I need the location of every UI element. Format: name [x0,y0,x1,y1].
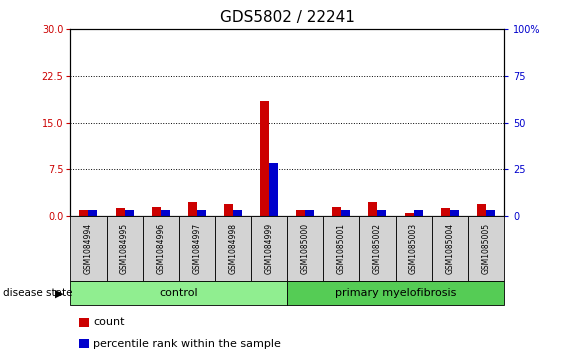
Bar [224,204,233,216]
Bar [332,207,341,216]
Text: percentile rank within the sample: percentile rank within the sample [93,339,281,349]
Bar [377,211,386,216]
Bar [260,101,269,216]
Text: GSM1084995: GSM1084995 [120,223,129,274]
Bar [432,216,468,281]
Text: GSM1085003: GSM1085003 [409,223,418,274]
Bar [414,211,423,216]
Bar [287,281,504,305]
Bar [296,210,305,216]
Bar [368,202,377,216]
Bar [305,211,314,216]
Text: count: count [93,317,124,327]
Text: GSM1084994: GSM1084994 [84,223,93,274]
Bar [79,210,88,216]
Title: GDS5802 / 22241: GDS5802 / 22241 [220,10,355,25]
Bar [160,211,169,216]
Bar [70,216,106,281]
Bar [405,213,414,216]
Bar [151,207,160,216]
Bar [477,204,486,216]
Text: control: control [159,288,198,298]
Text: GSM1085000: GSM1085000 [301,223,310,274]
Text: GSM1084996: GSM1084996 [156,223,165,274]
Bar [88,211,97,216]
Bar [287,216,323,281]
Bar [124,211,133,216]
Bar [468,216,504,281]
Bar [188,202,197,216]
Bar [251,216,287,281]
Text: disease state: disease state [3,288,72,298]
Bar [197,211,206,216]
Bar [450,211,459,216]
Text: GSM1085002: GSM1085002 [373,223,382,274]
Bar [341,211,350,216]
Text: primary myelofibrosis: primary myelofibrosis [335,288,456,298]
Bar [395,216,432,281]
Text: GSM1085005: GSM1085005 [481,223,490,274]
Bar [269,163,278,216]
Bar [215,216,251,281]
Bar [70,281,287,305]
Bar [323,216,359,281]
Bar [233,211,242,216]
Bar [486,211,495,216]
Text: GSM1085001: GSM1085001 [337,223,346,274]
Text: ▶: ▶ [55,289,64,299]
Bar [441,208,450,216]
Text: GSM1084997: GSM1084997 [193,223,202,274]
Bar [179,216,215,281]
Text: GSM1084999: GSM1084999 [265,223,274,274]
Text: GSM1085004: GSM1085004 [445,223,454,274]
Bar [115,208,124,216]
Bar [142,216,179,281]
Text: GSM1084998: GSM1084998 [229,223,238,274]
Bar [106,216,142,281]
Bar [359,216,395,281]
